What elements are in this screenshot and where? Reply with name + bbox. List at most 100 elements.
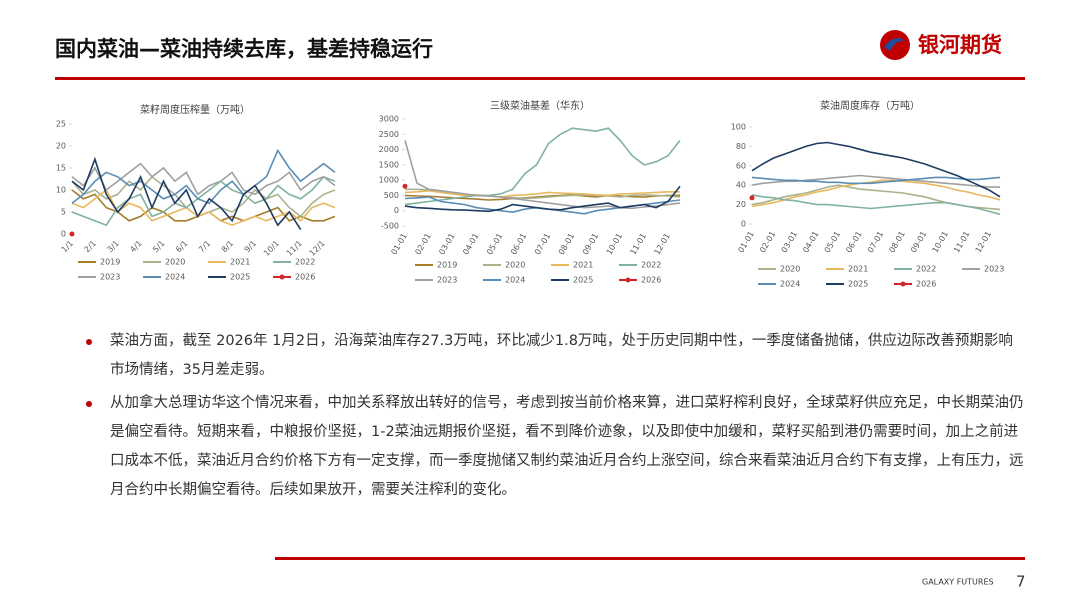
legend-marker [900,281,906,287]
header-rule [55,77,1025,80]
x-tick-label: 11-01 [629,232,648,257]
y-tick-label: 500 [384,191,399,200]
y-tick-label: 10 [56,186,66,195]
x-tick-label: 10-01 [605,232,624,257]
y-tick-label: 80 [736,142,746,151]
y-tick-label: 5 [61,208,66,217]
x-tick-label: 09-01 [909,230,928,255]
legend-label: 2025 [848,280,868,289]
series-line [751,141,1001,198]
y-tick-label: 2500 [379,130,399,139]
x-tick-label: 4/1 [128,239,143,254]
y-tick-label: 20 [736,200,746,209]
y-tick-label: 0 [394,206,399,215]
series-line [751,194,1001,216]
series-line [71,156,302,231]
x-tick-label: 11/1 [285,239,304,258]
x-tick-label: 10-01 [931,230,950,255]
x-tick-label: 2/1 [83,239,98,254]
series-line [404,140,681,210]
series-line [404,193,680,201]
x-tick-label: 12-01 [974,230,993,255]
legend-label: 2021 [230,258,250,267]
x-tick-label: 01-01 [736,230,755,255]
series-line [751,176,1001,185]
x-tick-label: 05-01 [823,230,842,255]
x-tick-label: 1/1 [60,239,75,254]
bullet-dot [86,401,92,407]
legend-label: 2023 [437,276,457,285]
legend-label: 2025 [230,273,250,282]
point-marker [749,195,755,201]
legend-label: 2020 [165,258,185,267]
bullet-text: 从加拿大总理访华这个情况来看，中加关系释放出转好的信号，考虑到按当前价格来算，进… [110,395,1024,498]
point-marker [69,231,75,237]
x-tick-label: 11-01 [952,230,971,255]
x-tick-label: 5/1 [151,239,166,254]
footer-brand: GALAXY FUTURES [922,578,994,587]
legend-label: 2022 [641,261,661,270]
page-number: 7 [1016,573,1026,591]
legend-label: 2026 [641,276,661,285]
legend-label: 2023 [984,265,1004,274]
x-tick-label: 08-01 [557,232,576,257]
x-tick-label: 06-01 [509,232,528,257]
x-tick-label: 03-01 [780,230,799,255]
legend-label: 2024 [505,276,525,285]
legend-label: 2020 [780,265,800,274]
y-tick-label: 1000 [379,176,399,185]
legend-label: 2022 [916,265,936,274]
y-tick-label: 15 [56,164,66,173]
chart-title: 菜油周度库存（万吨） [820,99,920,112]
x-tick-label: 8/1 [220,239,235,254]
bullet-dot [86,339,92,345]
x-tick-label: 05-01 [485,232,504,257]
slide-title: 国内菜油—菜油持续去库，基差持稳运行 [55,37,433,61]
series-line [751,179,1001,208]
legend-label: 2019 [437,261,457,270]
x-tick-label: 04-01 [461,232,480,257]
y-tick-label: 25 [56,120,66,129]
legend-marker [625,277,631,283]
x-tick-label: 10/1 [262,239,281,258]
series-line [404,127,681,206]
legend-marker [279,274,285,280]
x-tick-label: 07-01 [866,230,885,255]
x-tick-label: 04-01 [801,230,820,255]
legend-label: 2025 [573,276,593,285]
y-tick-label: 20 [56,142,66,151]
x-tick-label: 12-01 [653,232,672,257]
x-tick-label: 9/1 [243,239,258,254]
footer-rule [275,557,1025,560]
x-tick-label: 03-01 [437,232,456,257]
legend-label: 2021 [848,265,868,274]
y-tick-label: 0 [741,220,746,229]
y-tick-label: 0 [61,230,66,239]
legend-label: 2019 [100,258,120,267]
logo-text: 银河期货 [918,33,1002,57]
legend-label: 2024 [780,280,800,289]
series-line [404,185,681,213]
y-tick-label: 40 [736,181,746,190]
x-tick-label: 08-01 [887,230,906,255]
x-tick-label: 01-01 [389,232,408,257]
y-tick-label: 100 [731,123,746,132]
y-tick-label: 3000 [379,115,399,124]
y-tick-label: -500 [381,222,399,231]
logo-icon [880,30,910,60]
series-line [404,189,680,198]
legend-label: 2021 [573,261,593,270]
legend-label: 2026 [295,273,315,282]
x-tick-label: 06-01 [844,230,863,255]
legend-label: 2020 [505,261,525,270]
legend-label: 2023 [100,273,120,282]
legend-label: 2024 [165,273,185,282]
x-tick-label: 12/1 [308,239,327,258]
point-marker [402,183,408,189]
chart-title: 三级菜油基差（华东） [490,99,590,112]
x-tick-label: 02-01 [413,232,432,257]
x-tick-label: 07-01 [533,232,552,257]
logo-swoosh [884,38,906,51]
